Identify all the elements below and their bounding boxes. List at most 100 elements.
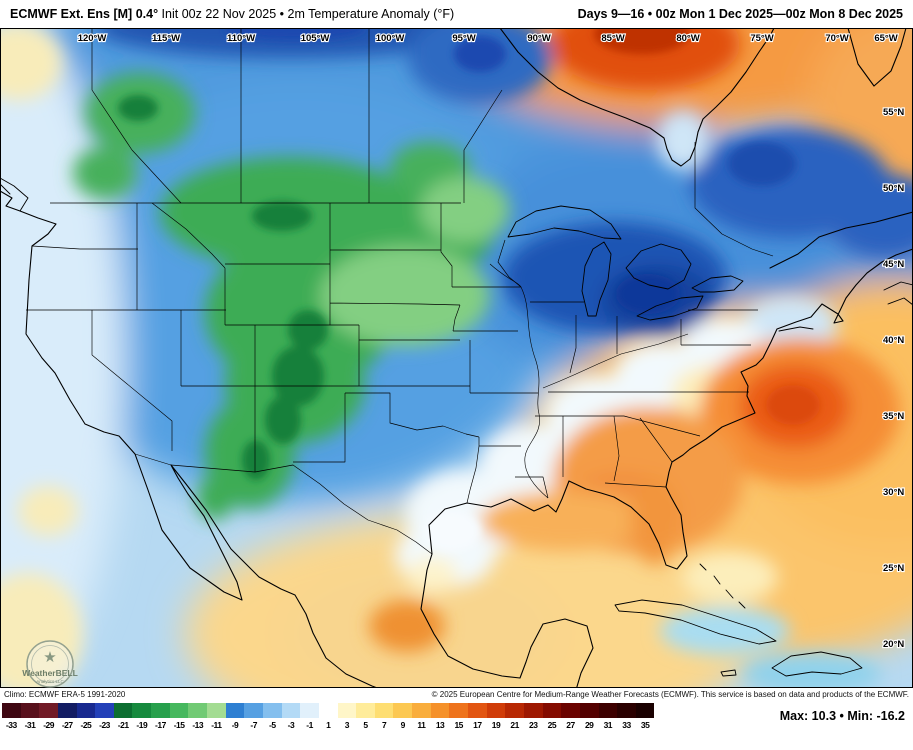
colorbar-value: -9: [231, 720, 239, 730]
colorbar-chip: [244, 703, 263, 718]
colorbar-value: 29: [584, 720, 594, 730]
pacific-mexico-coast: [0, 190, 379, 688]
colorbar-chip: [617, 703, 636, 718]
colorbar-value: 31: [603, 720, 613, 730]
colorbar-value: -29: [43, 720, 54, 730]
colorbar-value: 21: [510, 720, 519, 730]
colorbar-value: 15: [454, 720, 463, 730]
colorbar-value: -19: [136, 720, 148, 730]
lat-label: 30°N: [883, 487, 904, 498]
colorbar-chip: [579, 703, 599, 718]
colorbar-chip: [76, 703, 96, 718]
colorbar-value: -13: [192, 720, 204, 730]
lon-label: 85°W: [601, 33, 624, 44]
lake-superior: [507, 205, 622, 240]
colorbar-value: 23: [529, 720, 538, 730]
colorbar-chip: [337, 703, 357, 718]
colorbar-chip: [207, 703, 226, 718]
jamaica: [720, 669, 737, 677]
attribution-bar: Climo: ECMWF ERA-5 1991-2020 © 2025 Euro…: [0, 688, 913, 701]
colorbar-value: -17: [155, 720, 166, 730]
lon-label: 110°W: [227, 33, 255, 44]
colorbar-value: 11: [417, 720, 426, 730]
colorbar-value: -25: [80, 720, 92, 730]
copyright-note: © 2025 European Centre for Medium-Range …: [431, 690, 909, 699]
colorbar-value: -27: [61, 720, 73, 730]
colorbar-value: 5: [363, 720, 368, 730]
lon-label: 100°W: [376, 33, 405, 44]
ungava-bay-coast: [847, 28, 907, 87]
lake-huron: [625, 243, 692, 290]
colorbar-chip: [57, 703, 77, 718]
lake-erie: [636, 295, 704, 321]
rivers: [489, 263, 689, 499]
colorbar-chip: [20, 703, 40, 718]
lon-label: 70°W: [825, 33, 848, 44]
logo-seal-inner: [31, 645, 69, 683]
lat-label: 35°N: [883, 411, 904, 422]
colorbar-value: 19: [491, 720, 501, 730]
colorbar-chip: [393, 703, 413, 718]
colorbar-value: 3: [344, 720, 350, 730]
colorbar-value: -5: [269, 720, 276, 730]
colorbar-chip: [635, 703, 655, 718]
coastlines: [0, 28, 913, 688]
colorbar-chip: [468, 703, 487, 718]
colorbar-chip: [188, 703, 208, 718]
anomaly-mid: [0, 28, 913, 688]
valid-range: Days 9—16 • 00z Mon 1 Dec 2025—00z Mon 8…: [577, 7, 903, 21]
gulf-mexico-yucatan-coast: [420, 553, 594, 688]
colorbar-chip: [262, 703, 282, 718]
lake-ontario: [691, 275, 744, 293]
colorbar-chip: [225, 703, 245, 718]
colorbar-chip: [561, 703, 580, 718]
hispaniola: [771, 651, 863, 677]
colorbar-value: -11: [211, 720, 222, 730]
lat-label: 50°N: [883, 183, 904, 194]
lon-label: 95°W: [452, 33, 475, 44]
colorbar-chip: [132, 703, 152, 718]
lat-labels: 55°N 50°N 45°N 40°N 35°N 30°N 25°N 20°N: [882, 106, 906, 651]
climo-note: Climo: ECMWF ERA-5 1991-2020: [4, 690, 126, 699]
colorbar-chip: [2, 703, 21, 718]
colorbar-value: 7: [382, 720, 387, 730]
colorbar-value: 13: [435, 720, 445, 730]
colorbar-chip: [39, 703, 58, 718]
lake-michigan: [581, 241, 612, 317]
colorbar-chip: [318, 703, 338, 718]
colorbar-value: -15: [173, 720, 185, 730]
legend-area: -33 -31 -29 -27 -25 -23 -21 -19 -17 -15 -13 -11 -9 -7…: [0, 701, 913, 750]
colorbar-chip: [95, 703, 114, 718]
map-svg: 120°W 115°W 110°W 105°W 100°W 95°W 90°W 85°W 80°…: [0, 28, 913, 688]
state-borders: [26, 28, 774, 555]
colorbar-value: 35: [640, 720, 650, 730]
long-island: [778, 326, 814, 332]
anomaly-field: [0, 28, 913, 688]
logo-wordmark: WeatherBELL: [22, 668, 78, 678]
bahamas: [699, 563, 746, 609]
st-lawrence: [769, 211, 913, 269]
lat-label: 20°N: [883, 639, 904, 650]
logo-subtext: Analytics LLC: [36, 679, 64, 684]
colorbar-chip: [486, 703, 506, 718]
anomaly-cores: [118, 28, 820, 551]
lon-label: 90°W: [527, 33, 550, 44]
lat-label: 40°N: [883, 335, 904, 346]
max-min-readout: Max: 10.3 • Min: -16.2: [779, 709, 905, 723]
colorbar-value: 17: [473, 720, 482, 730]
colorbar-chip: [169, 703, 189, 718]
nova-scotia: [883, 281, 913, 306]
colorbar-chip: [151, 703, 170, 718]
init-and-field: Init 00z 22 Nov 2025 • 2m Temperature An…: [158, 7, 455, 21]
cuba: [614, 599, 777, 645]
colorbar-chip: [505, 703, 524, 718]
colorbar-chip: [113, 703, 133, 718]
colorbar-chip: [598, 703, 618, 718]
colorbar-value: 1: [326, 720, 331, 730]
colorbar-value: -31: [24, 720, 36, 730]
colorbar-value: -33: [5, 720, 17, 730]
lon-label: 105°W: [301, 33, 330, 44]
colorbar-chip: [542, 703, 562, 718]
lat-label: 45°N: [883, 259, 904, 270]
